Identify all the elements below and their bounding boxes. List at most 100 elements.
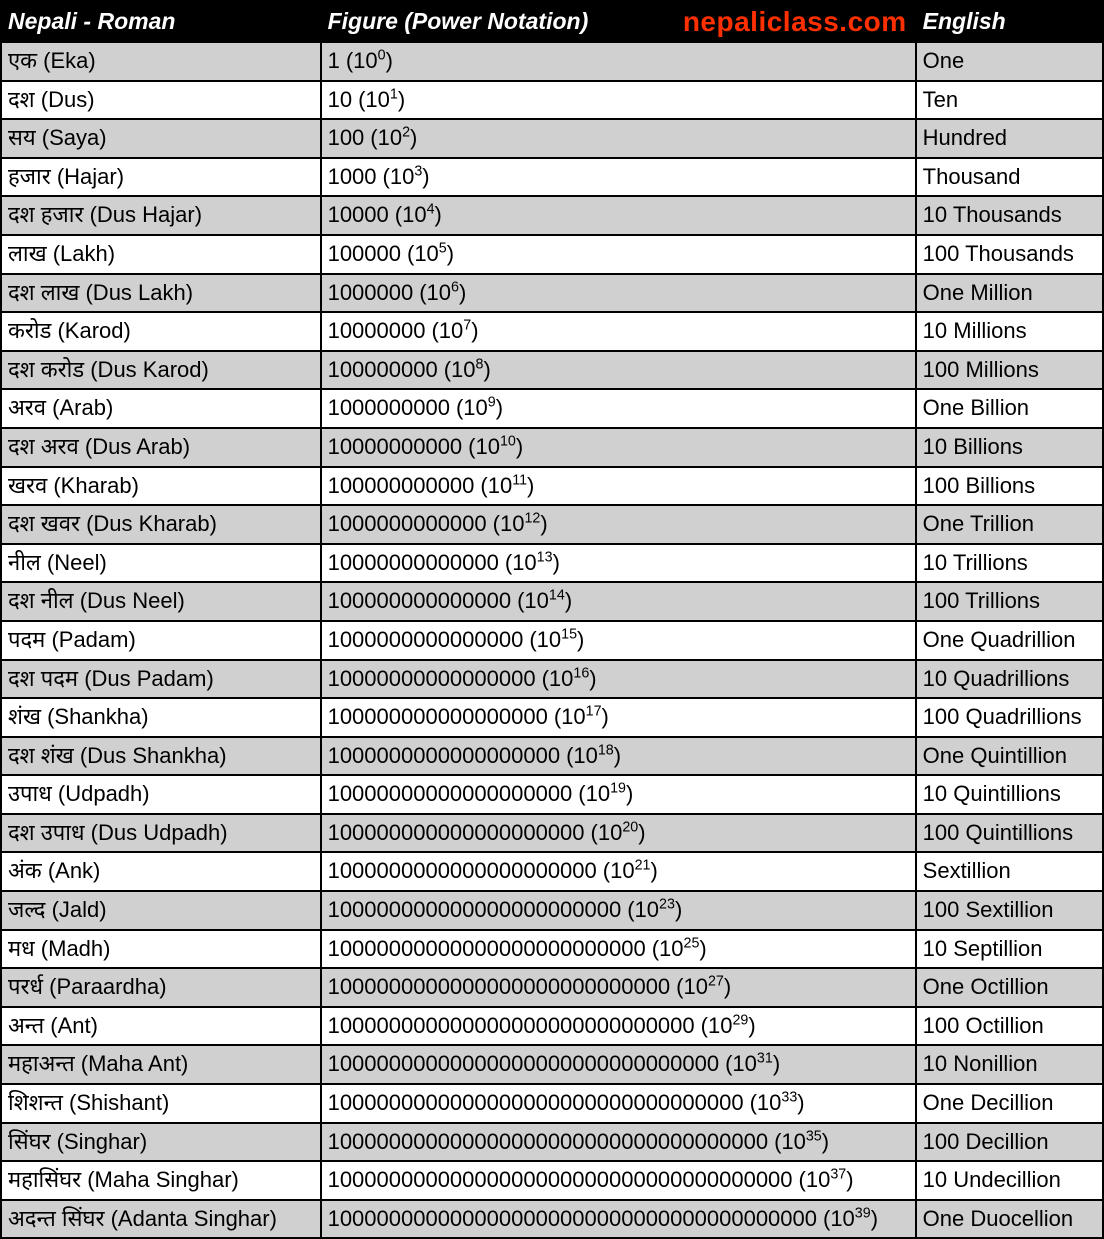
power-notation: (1014)	[517, 587, 572, 616]
power-notation: (1039)	[823, 1205, 878, 1234]
table-row: शंख (Shankha)100000000000000000(1017)100…	[1, 698, 1103, 737]
power-exponent: 25	[684, 935, 700, 951]
cell-nepali: परर्ध (Paraardha)	[1, 968, 321, 1007]
table-row: हजार (Hajar)1000(103)Thousand	[1, 158, 1103, 197]
cell-nepali: सय (Saya)	[1, 119, 321, 158]
power-notation: (106)	[419, 279, 466, 308]
figure-value: 10000000000000000	[328, 665, 536, 694]
table-row: महासिंघर (Maha Singhar)10000000000000000…	[1, 1161, 1103, 1200]
cell-figure: 1(100)	[321, 42, 916, 81]
cell-figure: 1000000000000000000000000000000000000000…	[321, 1200, 916, 1239]
figure-value: 100000000000000000000000000000	[328, 1012, 695, 1041]
cell-figure: 10000000000000000(1016)	[321, 660, 916, 699]
figure-value: 10000000000000000000000000000000000000	[328, 1166, 793, 1195]
figure-value: 1000000000	[328, 394, 450, 423]
power-exponent: 14	[549, 588, 565, 604]
table-row: अरव (Arab)1000000000(109)One Billion	[1, 389, 1103, 428]
cell-figure: 1000000(106)	[321, 274, 916, 313]
table-body: एक (Eka)1(100)Oneदश (Dus)10(101)Tenसय (S…	[1, 42, 1103, 1238]
cell-nepali: महासिंघर (Maha Singhar)	[1, 1161, 321, 1200]
figure-value: 10000000000	[328, 433, 463, 462]
table-row: दश खवर (Dus Kharab)1000000000000(1012)On…	[1, 505, 1103, 544]
cell-english: One Quadrillion	[916, 621, 1103, 660]
cell-figure: 100000000000000(1014)	[321, 582, 916, 621]
power-exponent: 19	[610, 781, 626, 797]
cell-figure: 10000000000(1010)	[321, 428, 916, 467]
cell-nepali: अन्त (Ant)	[1, 1007, 321, 1046]
table-row: दश हजार (Dus Hajar)10000(104) 10 Thousand…	[1, 196, 1103, 235]
header-figure-label: Figure (Power Notation)	[328, 8, 589, 34]
figure-value: 10000	[328, 201, 389, 230]
cell-nepali: नील (Neel)	[1, 544, 321, 583]
table-row: दश उपाध (Dus Udpadh)10000000000000000000…	[1, 814, 1103, 853]
table-row: दश शंख (Dus Shankha)1000000000000000000(…	[1, 737, 1103, 776]
power-notation: (1019)	[578, 780, 633, 809]
power-notation: (101)	[358, 86, 405, 115]
cell-nepali: अरव (Arab)	[1, 389, 321, 428]
power-notation: (1033)	[750, 1089, 805, 1118]
cell-figure: 100000000(108)	[321, 351, 916, 390]
power-notation: (1018)	[566, 742, 621, 771]
cell-english: One Decillion	[916, 1084, 1103, 1123]
cell-english: 10 Septillion	[916, 930, 1103, 969]
power-notation: (108)	[444, 356, 491, 385]
cell-figure: 10000000000000000000(1019)	[321, 775, 916, 814]
cell-figure: 1000000000000000000(1018)	[321, 737, 916, 776]
power-exponent: 21	[635, 858, 651, 874]
cell-nepali: दश उपाध (Dus Udpadh)	[1, 814, 321, 853]
cell-english: 10 Millions	[916, 312, 1103, 351]
cell-nepali: लाख (Lakh)	[1, 235, 321, 274]
power-exponent: 29	[732, 1013, 748, 1029]
cell-english: Thousand	[916, 158, 1103, 197]
figure-value: 100	[328, 124, 365, 153]
table-row: खरव (Kharab)100000000000(1011)100 Billio…	[1, 467, 1103, 506]
figure-value: 1000000000000000000000000000000000	[328, 1089, 744, 1118]
figure-value: 100000000000	[328, 472, 475, 501]
figure-value: 1000000	[328, 279, 414, 308]
figure-value: 1000000000000	[328, 510, 487, 539]
cell-nepali: एक (Eka)	[1, 42, 321, 81]
cell-english: Ten	[916, 81, 1103, 120]
power-notation: (1025)	[652, 935, 707, 964]
figure-value: 10000000000000000000000000	[328, 935, 646, 964]
figure-value: 1000000000000000	[328, 626, 524, 655]
cell-figure: 100(102)	[321, 119, 916, 158]
cell-figure: 10000000(107)	[321, 312, 916, 351]
cell-nepali: करोड (Karod)	[1, 312, 321, 351]
cell-figure: 100000000000000000000000000000(1029)	[321, 1007, 916, 1046]
cell-nepali: जल्द (Jald)	[1, 891, 321, 930]
power-exponent: 7	[463, 318, 471, 334]
figure-value: 100000000000000000000	[328, 819, 585, 848]
power-notation: (1029)	[701, 1012, 756, 1041]
cell-english: 100 Quadrillions	[916, 698, 1103, 737]
cell-nepali: मध (Madh)	[1, 930, 321, 969]
power-exponent: 9	[488, 395, 496, 411]
table-row: पदम (Padam)1000000000000000(1015)One Qua…	[1, 621, 1103, 660]
power-notation: (103)	[383, 163, 430, 192]
power-notation: (1010)	[468, 433, 523, 462]
power-notation: (1012)	[493, 510, 548, 539]
figure-value: 10000000000000000000000000000000	[328, 1050, 720, 1079]
table-row: दश करोड (Dus Karod)100000000(108)100 Mil…	[1, 351, 1103, 390]
cell-nepali: दश पदम (Dus Padam)	[1, 660, 321, 699]
power-exponent: 10	[500, 434, 516, 450]
table-row: दश लाख (Dus Lakh)1000000(106)One Million	[1, 274, 1103, 313]
figure-value: 100000000000000000000000	[328, 896, 622, 925]
table-row: एक (Eka)1(100)One	[1, 42, 1103, 81]
cell-nepali: दश हजार (Dus Hajar)	[1, 196, 321, 235]
cell-nepali: हजार (Hajar)	[1, 158, 321, 197]
cell-figure: 1000000000(109)	[321, 389, 916, 428]
figure-value: 10000000000000	[328, 549, 499, 578]
power-notation: (1035)	[774, 1128, 829, 1157]
cell-figure: 10000000000000(1013)	[321, 544, 916, 583]
figure-value: 1	[328, 47, 340, 76]
cell-english: 100 Decillion	[916, 1123, 1103, 1162]
power-notation: (1020)	[591, 819, 646, 848]
power-exponent: 33	[781, 1090, 797, 1106]
cell-nepali: सिंघर (Singhar)	[1, 1123, 321, 1162]
cell-english: 10 Thousands	[916, 196, 1103, 235]
power-notation: (104)	[395, 201, 442, 230]
figure-value: 100000000	[328, 356, 438, 385]
figure-value: 100000000000000000	[328, 703, 548, 732]
cell-nepali: उपाध (Udpadh)	[1, 775, 321, 814]
